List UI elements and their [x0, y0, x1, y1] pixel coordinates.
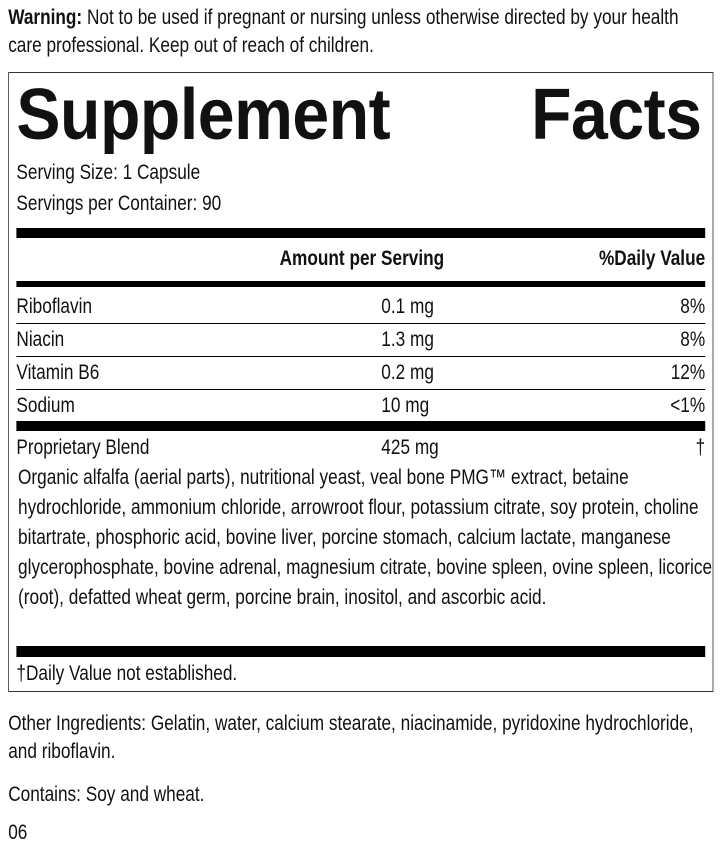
nutrient-dv: <1% [670, 394, 706, 417]
product-code: 06 [8, 821, 28, 844]
warning-label: Warning: [8, 6, 83, 29]
other-ingredients: Other Ingredients: Gelatin, water, calci… [8, 712, 694, 763]
divider-bar [16, 646, 706, 657]
nutrient-amount: 10 mg [381, 394, 430, 417]
nutrient-name: Niacin [16, 328, 65, 351]
nutrient-amount: 1.3 mg [381, 328, 434, 351]
allergen-statement: Contains: Soy and wheat. [8, 783, 205, 806]
nutrient-name: Vitamin B6 [16, 361, 100, 384]
warning-text: Not to be used if pregnant or nursing un… [8, 6, 679, 57]
table-row: Riboflavin 0.1 mg 8% [16, 291, 705, 324]
nutrient-amount: 0.2 mg [381, 361, 434, 384]
header-amount: Amount per Serving [279, 247, 445, 270]
divider-bar [16, 281, 706, 287]
supplement-facts-panel: Supplement Facts Serving Size: 1 Capsule … [8, 72, 714, 692]
column-header: Amount per Serving %Daily Value [16, 239, 706, 279]
serving-size: Serving Size: 1 Capsule [16, 161, 201, 184]
title-word: Supplement [16, 75, 391, 155]
serving-info: Serving Size: 1 Capsule Servings per Con… [16, 157, 705, 219]
blend-dv: † [695, 436, 706, 459]
panel-title: Supplement Facts [16, 75, 702, 155]
nutrient-amount: 0.1 mg [381, 295, 434, 318]
proprietary-blend: Proprietary Blend 425 mg † Organic alfalfa… [16, 433, 712, 613]
table-row: Sodium 10 mg <1% [16, 390, 705, 422]
nutrient-dv: 8% [680, 295, 706, 318]
nutrient-dv: 12% [670, 361, 706, 384]
nutrient-name: Sodium [16, 394, 75, 417]
table-row: Proprietary Blend 425 mg † [16, 433, 705, 463]
nutrient-name: Riboflavin [16, 295, 93, 318]
divider-bar [16, 421, 706, 431]
servings-per-container: Servings per Container: 90 [16, 192, 222, 215]
table-row: Vitamin B6 0.2 mg 12% [16, 357, 705, 390]
blend-ingredients: Organic alfalfa (aerial parts), nutritio… [18, 466, 713, 609]
blend-amount: 425 mg [381, 436, 439, 459]
table-row: Niacin 1.3 mg 8% [16, 324, 705, 357]
nutrient-table: Riboflavin 0.1 mg 8% Niacin 1.3 mg 8% Vitami… [16, 291, 705, 422]
title-word: Facts [531, 75, 702, 155]
blend-name: Proprietary Blend [16, 436, 150, 459]
footnote: †Daily Value not established. [16, 662, 238, 685]
divider-bar [16, 228, 706, 238]
nutrient-dv: 8% [680, 328, 706, 351]
warning: Warning: Not to be used if pregnant or n… [8, 4, 713, 60]
header-daily-value: %Daily Value [598, 247, 706, 270]
